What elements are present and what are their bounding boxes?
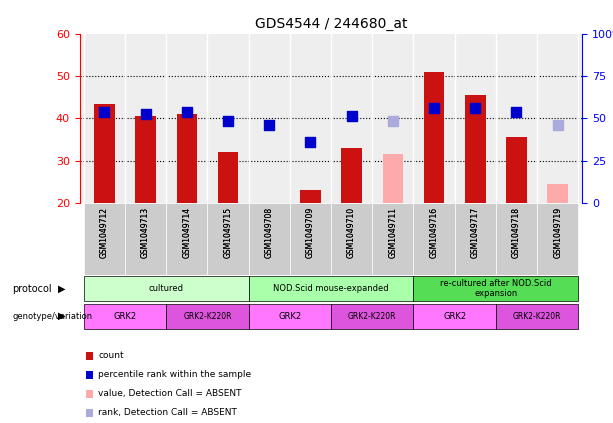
Bar [465, 95, 485, 203]
Text: GSM1049715: GSM1049715 [224, 207, 232, 258]
Text: GSM1049716: GSM1049716 [430, 207, 438, 258]
FancyBboxPatch shape [125, 203, 166, 275]
Point [99, 109, 109, 115]
Text: GSM1049709: GSM1049709 [306, 207, 315, 258]
Text: genotype/variation: genotype/variation [12, 312, 93, 321]
FancyBboxPatch shape [207, 203, 249, 275]
FancyBboxPatch shape [413, 276, 578, 301]
Text: GSM1049718: GSM1049718 [512, 207, 521, 258]
Text: GSM1049711: GSM1049711 [388, 207, 397, 258]
Text: re-cultured after NOD.Scid
expansion: re-cultured after NOD.Scid expansion [440, 279, 552, 298]
Text: GSM1049708: GSM1049708 [265, 207, 274, 258]
FancyBboxPatch shape [331, 203, 372, 275]
Bar [506, 137, 527, 203]
Text: NOD.Scid mouse-expanded: NOD.Scid mouse-expanded [273, 284, 389, 293]
Text: GSM1049714: GSM1049714 [182, 207, 191, 258]
Text: GSM1049712: GSM1049712 [100, 207, 109, 258]
Text: GRK2: GRK2 [113, 312, 137, 321]
Text: GSM1049714: GSM1049714 [182, 207, 191, 258]
Bar [341, 148, 362, 203]
Text: GRK2-K220R: GRK2-K220R [348, 312, 397, 321]
Point [511, 109, 521, 115]
Point [223, 117, 233, 124]
Text: GSM1049713: GSM1049713 [141, 207, 150, 258]
Text: GSM1049719: GSM1049719 [553, 207, 562, 258]
Bar [424, 72, 444, 203]
Point [305, 138, 315, 145]
FancyBboxPatch shape [537, 203, 578, 275]
Text: GSM1049718: GSM1049718 [512, 207, 521, 258]
Text: GRK2: GRK2 [443, 312, 466, 321]
FancyBboxPatch shape [84, 304, 166, 329]
FancyBboxPatch shape [496, 304, 578, 329]
Text: GSM1049710: GSM1049710 [347, 207, 356, 258]
Text: GSM1049716: GSM1049716 [430, 207, 438, 258]
Text: GSM1049709: GSM1049709 [306, 207, 315, 258]
Text: ▶: ▶ [58, 311, 65, 321]
Text: percentile rank within the sample: percentile rank within the sample [98, 371, 251, 379]
Text: GSM1049719: GSM1049719 [553, 207, 562, 258]
FancyBboxPatch shape [249, 203, 290, 275]
Text: rank, Detection Call = ABSENT: rank, Detection Call = ABSENT [98, 409, 237, 418]
Text: cultured: cultured [149, 284, 184, 293]
Text: GRK2-K220R: GRK2-K220R [513, 312, 562, 321]
Text: GSM1049717: GSM1049717 [471, 207, 480, 258]
Text: ▶: ▶ [58, 284, 65, 294]
Point [429, 104, 439, 111]
Text: GSM1049713: GSM1049713 [141, 207, 150, 258]
FancyBboxPatch shape [166, 203, 207, 275]
Text: GSM1049710: GSM1049710 [347, 207, 356, 258]
Text: GSM1049717: GSM1049717 [471, 207, 480, 258]
Title: GDS4544 / 244680_at: GDS4544 / 244680_at [255, 17, 407, 31]
Bar [383, 154, 403, 203]
FancyBboxPatch shape [84, 276, 249, 301]
Text: GRK2: GRK2 [278, 312, 302, 321]
Text: GRK2-K220R: GRK2-K220R [183, 312, 232, 321]
Bar [300, 190, 321, 203]
Text: GSM1049711: GSM1049711 [388, 207, 397, 258]
FancyBboxPatch shape [413, 304, 496, 329]
FancyBboxPatch shape [455, 203, 496, 275]
Bar [218, 152, 238, 203]
Point [182, 109, 192, 115]
Bar [177, 114, 197, 203]
Point [388, 117, 398, 124]
Text: GSM1049715: GSM1049715 [224, 207, 232, 258]
Point [141, 111, 151, 118]
Text: GSM1049712: GSM1049712 [100, 207, 109, 258]
FancyBboxPatch shape [413, 203, 455, 275]
Text: GSM1049708: GSM1049708 [265, 207, 274, 258]
Bar [135, 116, 156, 203]
Point [347, 113, 357, 120]
Point [264, 121, 274, 128]
FancyBboxPatch shape [84, 203, 125, 275]
FancyBboxPatch shape [249, 276, 413, 301]
FancyBboxPatch shape [331, 304, 413, 329]
Text: count: count [98, 352, 124, 360]
Point [470, 104, 480, 111]
FancyBboxPatch shape [290, 203, 331, 275]
Text: protocol: protocol [12, 284, 52, 294]
FancyBboxPatch shape [166, 304, 249, 329]
Text: value, Detection Call = ABSENT: value, Detection Call = ABSENT [98, 390, 242, 398]
FancyBboxPatch shape [372, 203, 413, 275]
FancyBboxPatch shape [496, 203, 537, 275]
FancyBboxPatch shape [249, 304, 331, 329]
Bar [547, 184, 568, 203]
Bar [94, 104, 115, 203]
Point [553, 121, 563, 128]
